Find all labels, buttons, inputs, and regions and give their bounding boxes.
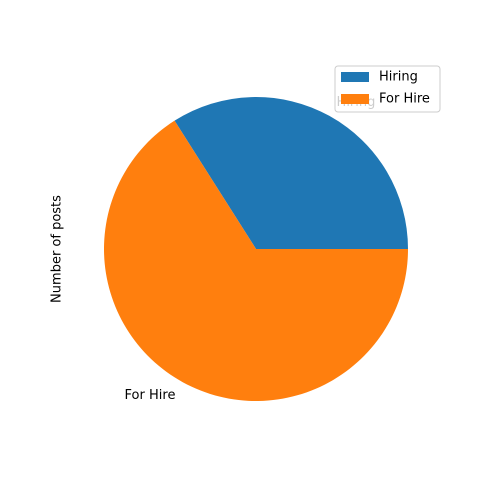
y-axis-label: Number of posts: [50, 195, 65, 303]
pie-slice-hiring: [174, 97, 408, 249]
slice-label-for-hire: For Hire: [125, 388, 176, 403]
legend-label-for-hire: For Hire: [379, 92, 430, 107]
pie-slices: [103, 97, 408, 401]
legend-label-hiring: Hiring: [379, 70, 418, 85]
legend: Hiring For Hire: [334, 65, 441, 113]
pie-slice-for-hire: [103, 120, 408, 401]
legend-swatch-for-hire: [341, 94, 369, 104]
legend-swatch-hiring: [341, 72, 369, 82]
